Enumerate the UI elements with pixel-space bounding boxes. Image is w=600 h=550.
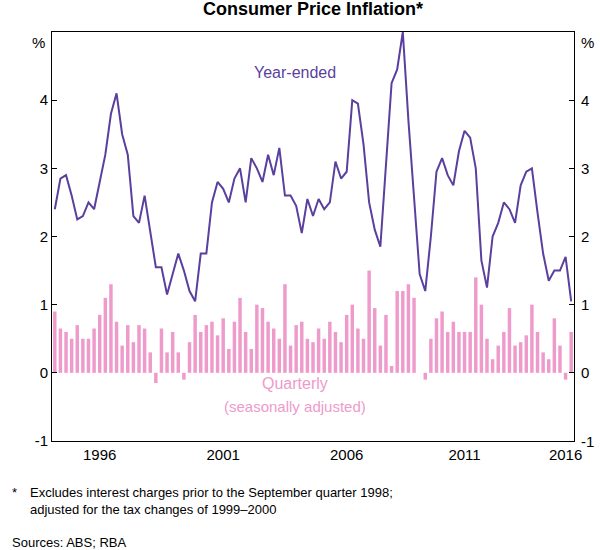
svg-text:Excludes interest charges prio: Excludes interest charges prior to the S… — [30, 485, 393, 517]
svg-text:0: 0 — [40, 364, 48, 381]
svg-text:1996: 1996 — [83, 446, 116, 463]
svg-text:1: 1 — [40, 296, 48, 313]
svg-text:3: 3 — [40, 160, 48, 177]
svg-text:Consumer Price Inflation*: Consumer Price Inflation* — [203, 0, 423, 19]
svg-text:%: % — [581, 34, 594, 51]
svg-text:%: % — [32, 34, 45, 51]
svg-text:1: 1 — [581, 296, 589, 313]
svg-text:2001: 2001 — [207, 446, 240, 463]
svg-text:2016: 2016 — [549, 446, 582, 463]
svg-text:4: 4 — [581, 92, 589, 109]
svg-text:(seasonally adjusted): (seasonally adjusted) — [224, 398, 366, 415]
svg-text:2: 2 — [40, 228, 48, 245]
svg-text:2011: 2011 — [448, 446, 480, 463]
svg-text:2006: 2006 — [330, 446, 363, 463]
svg-text:Sources: ABS; RBA: Sources: ABS; RBA — [12, 535, 126, 550]
svg-text:Quarterly: Quarterly — [262, 375, 328, 392]
svg-text:0: 0 — [581, 364, 589, 381]
svg-text:2: 2 — [581, 228, 589, 245]
svg-text:-1: -1 — [581, 433, 594, 450]
svg-text:-1: -1 — [35, 432, 48, 449]
svg-text:4: 4 — [40, 91, 48, 108]
svg-text:*: * — [12, 485, 17, 500]
svg-text:3: 3 — [581, 160, 589, 177]
svg-text:Year-ended: Year-ended — [254, 64, 336, 81]
